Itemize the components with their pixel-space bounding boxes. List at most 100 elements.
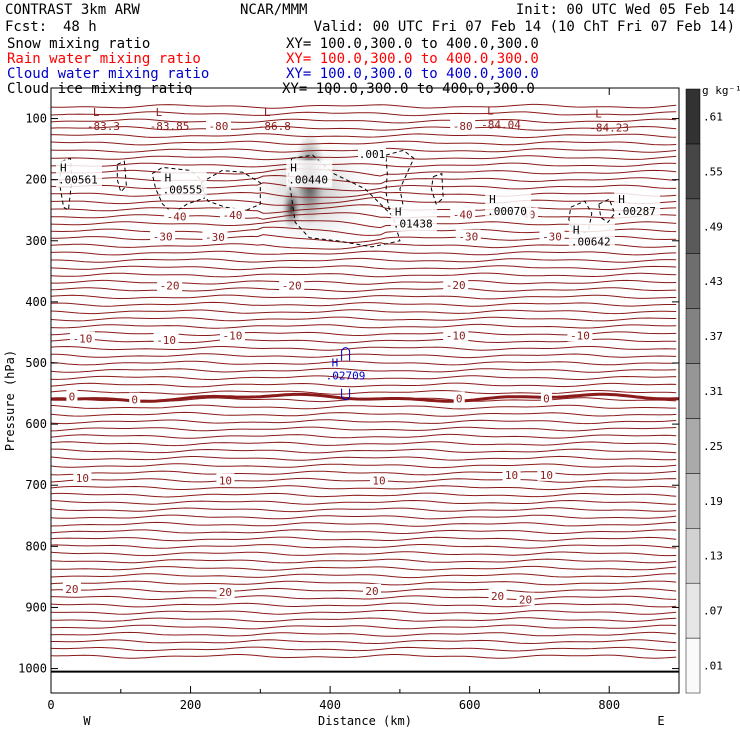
temperature-contour — [51, 250, 677, 256]
temperature-contour — [51, 448, 677, 454]
temperature-label-bg — [216, 585, 235, 599]
high-label-bg — [568, 222, 615, 250]
temperature-label: -40 — [222, 209, 242, 222]
legend-rain-xy: XY= 100.0,300.0 to 400.0,300.0 — [286, 51, 539, 67]
temperature-label: -20 — [160, 279, 180, 292]
colorbar-label: .13 — [703, 550, 723, 563]
cloud-ice-dashed-contour — [116, 160, 127, 193]
temperature-contour — [51, 360, 677, 366]
temperature-label: 0 — [456, 392, 463, 405]
high-marker: H — [618, 193, 625, 206]
temperature-label-bg — [450, 207, 476, 221]
high-marker: H — [489, 193, 496, 206]
temperature-contour — [51, 433, 677, 439]
temperature-contour — [51, 499, 677, 505]
temperature-label: -30 — [458, 231, 478, 244]
temperature-label: -30 — [205, 231, 225, 244]
legend-cloudice-name: Cloud ice mixing ratio — [7, 81, 193, 97]
temperature-contour — [51, 470, 677, 476]
cloud-water-max-value: .02709 — [326, 370, 366, 383]
temperature-contour — [51, 624, 677, 630]
colorbar-label: .49 — [703, 220, 723, 233]
temperature-label: 10 — [372, 474, 385, 487]
cloud-ice-dashed-contour — [598, 198, 616, 224]
temperature-contour — [51, 309, 677, 315]
cloud-ice-dashed-contour — [200, 169, 261, 211]
high-marker: H — [573, 224, 580, 237]
cloud-water-contour — [341, 388, 351, 401]
forecast-label: Fcst: — [5, 19, 48, 35]
temperature-contour — [51, 367, 677, 373]
colorbar-swatch — [685, 308, 701, 364]
temperature-label: 0 — [543, 392, 550, 405]
temperature-contour — [51, 111, 677, 117]
temperature-contour — [51, 602, 677, 608]
temperature-label-bg — [157, 278, 183, 292]
temperature-contour — [51, 544, 677, 549]
temperature-label-bg — [450, 118, 476, 132]
cloud-ice-dashed-contour — [430, 172, 444, 205]
y-tick-label: 100 — [25, 112, 47, 126]
temperature-contour — [51, 353, 677, 359]
temperature-contour — [51, 375, 677, 381]
temperature-contour — [51, 265, 677, 271]
annotations: -80-80-40-40-40-40-30-30-30-30-20-20-20-… — [55, 104, 661, 607]
temperature-contour — [51, 631, 677, 637]
temperature-contour — [51, 463, 677, 469]
low-marker: L — [487, 104, 494, 117]
temperature-label-bg — [443, 277, 469, 291]
temperature-label-bg — [164, 209, 190, 223]
x-axis-label: Distance (km) — [318, 714, 412, 728]
temperature-contour — [51, 536, 677, 542]
y-tick-label: 900 — [25, 600, 47, 614]
y-tick-label: 700 — [25, 478, 47, 492]
y-tick-label: 500 — [25, 356, 47, 370]
temperature-contour — [51, 411, 677, 417]
temperature-contour — [51, 174, 677, 185]
high-marker: H — [165, 172, 172, 185]
high-label-bg — [55, 160, 102, 188]
temperature-label-bg — [150, 229, 176, 243]
high-label-bg — [485, 192, 532, 220]
forecast-hour: 48 h — [63, 19, 97, 35]
temperature-contour — [51, 182, 677, 192]
temperature-contour — [51, 521, 677, 527]
plot-frame — [50, 87, 680, 694]
high-marker: H — [60, 161, 67, 174]
temperature-contour — [51, 419, 677, 425]
temperature-contour — [51, 426, 677, 432]
temperature-contour — [51, 609, 677, 615]
colorbar-swatch — [685, 473, 701, 529]
temperature-contour — [51, 529, 677, 535]
colorbar-label: .19 — [703, 495, 723, 508]
colorbar-swatch — [685, 582, 701, 639]
cloud-water-contour — [341, 347, 351, 361]
temperature-contour — [51, 646, 677, 652]
temperature-contour — [51, 287, 677, 293]
temperature-label-bg — [219, 328, 245, 342]
temperature-label-bg — [537, 467, 556, 481]
low-marker: L — [156, 106, 163, 119]
temperature-contour — [51, 558, 677, 564]
temperature-contour — [51, 404, 677, 410]
high-value: .00070 — [487, 205, 527, 218]
temperature-label-bg — [488, 588, 507, 602]
high-value: .01438 — [393, 217, 433, 230]
colorbar-label: .43 — [703, 275, 723, 288]
high-value: .00440 — [288, 173, 328, 186]
temperature-contour — [51, 196, 677, 206]
temperature-label-bg — [219, 208, 245, 222]
y-tick-label: 1000 — [18, 662, 47, 676]
low-value: -84.04 — [481, 118, 521, 131]
temperature-label: 10 — [219, 474, 232, 487]
temperature-label-bg — [516, 592, 535, 606]
temperature-label: -10 — [72, 333, 92, 346]
low-marker: L — [264, 106, 271, 119]
colorbar-unit: g kg⁻¹ — [702, 84, 740, 97]
low-value: -83.3 — [87, 120, 120, 133]
temperature-label-bg — [66, 389, 78, 403]
temperature-contour — [51, 103, 677, 109]
colorbar-swatch — [685, 253, 701, 309]
colorbar-label: .55 — [703, 165, 723, 178]
temperature-contour — [51, 257, 677, 263]
